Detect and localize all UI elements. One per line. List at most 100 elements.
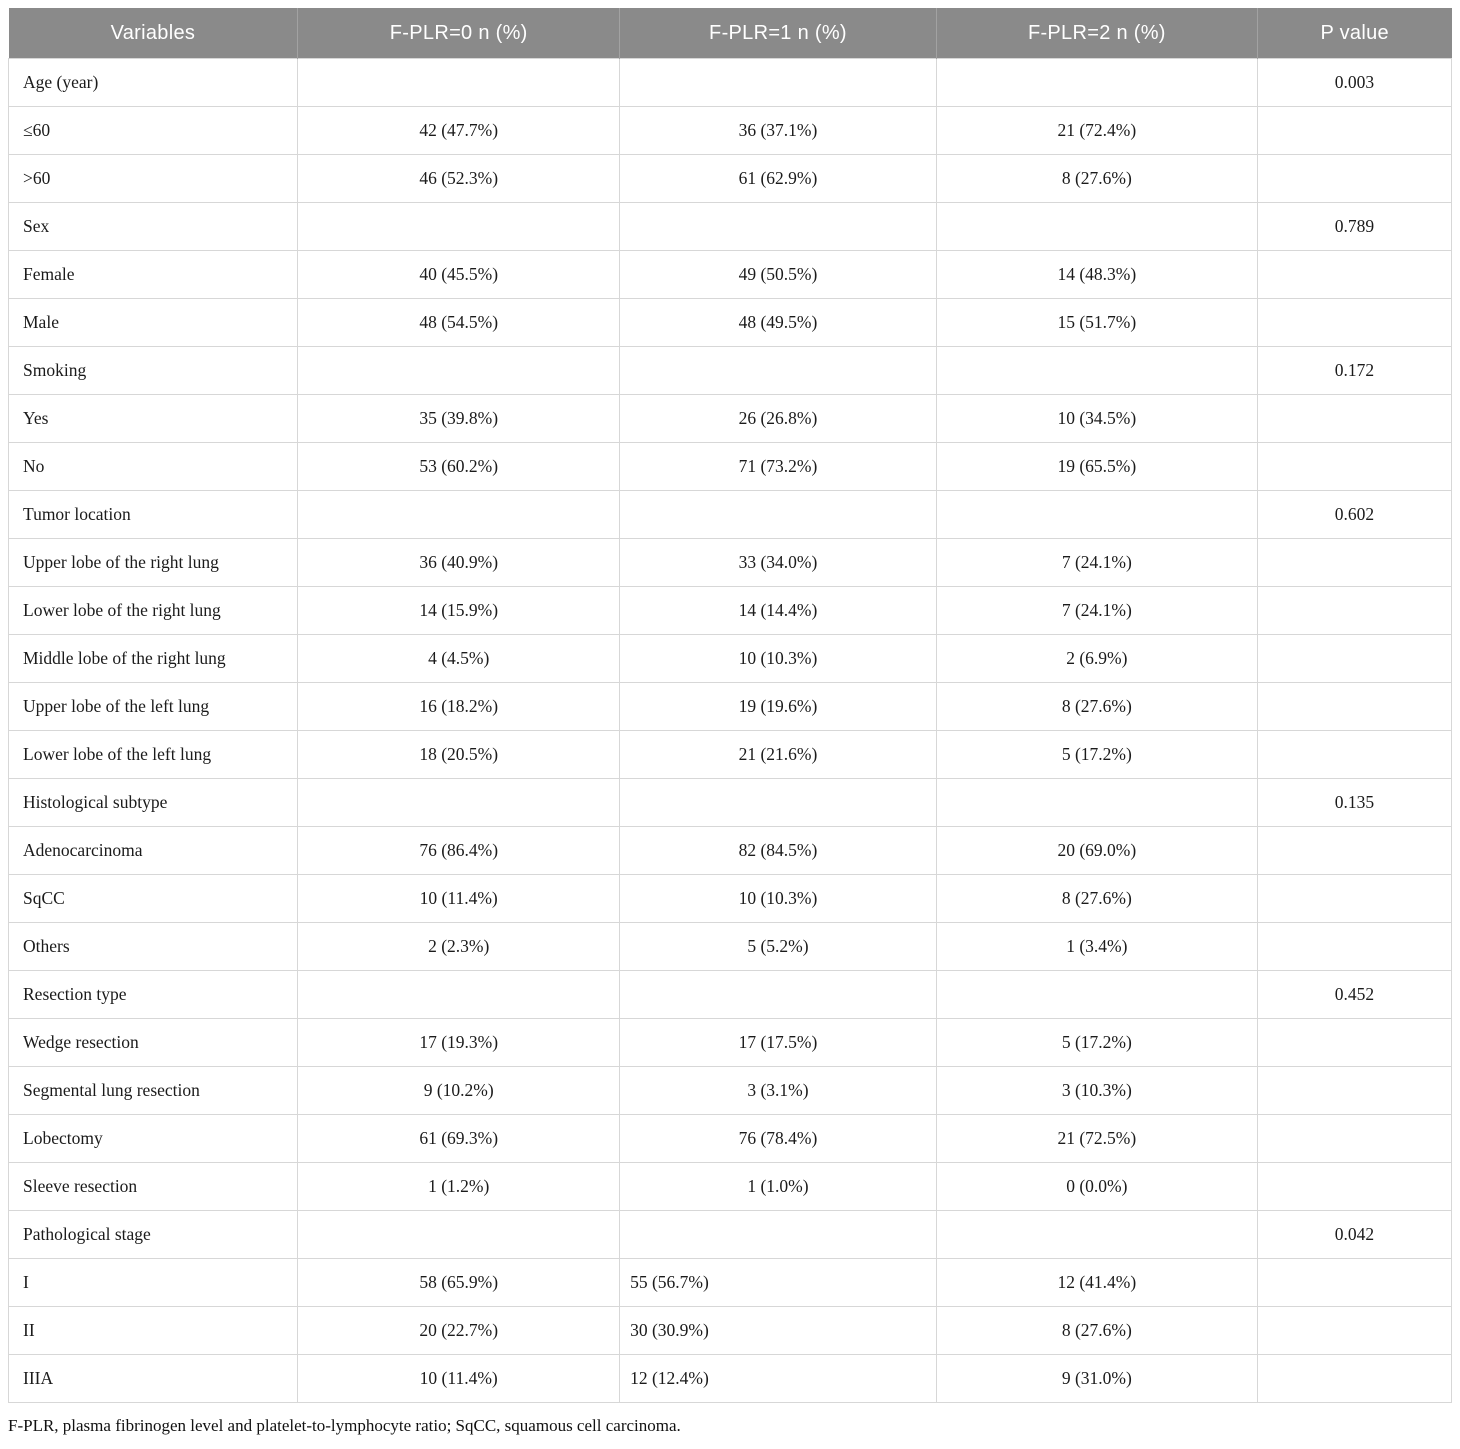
fplr1-cell: 3 (3.1%) (619, 1066, 937, 1115)
fplr2-cell: 0 (0.0%) (935, 1162, 1258, 1211)
variable-cell: Histological subtype (7, 778, 299, 827)
table-row: Sex 0.789 (7, 202, 1453, 251)
table-row: Upper lobe of the left lung 16 (18.2%) 19 … (7, 682, 1453, 731)
fplr0-cell: 58 (65.9%) (297, 1258, 621, 1307)
fplr1-cell (619, 970, 937, 1019)
variable-cell: Sleeve resection (7, 1162, 299, 1211)
variable-cell: Others (7, 922, 299, 971)
fplr0-cell: 53 (60.2%) (297, 442, 621, 491)
variable-cell: No (7, 442, 299, 491)
pvalue-cell: 0.602 (1256, 490, 1453, 539)
fplr2-cell (935, 778, 1258, 827)
fplr1-cell: 33 (34.0%) (619, 538, 937, 587)
fplr0-cell: 1 (1.2%) (297, 1162, 621, 1211)
table-row: Lobectomy 61 (69.3%) 76 (78.4%) 21 (72.5%) (7, 1114, 1453, 1163)
pvalue-cell (1256, 1306, 1453, 1355)
table-row: Male 48 (54.5%) 48 (49.5%) 15 (51.7%) (7, 298, 1453, 347)
fplr1-cell: 26 (26.8%) (619, 394, 937, 443)
column-header-fplr1: F-PLR=1 n (%) (619, 8, 937, 59)
fplr2-cell (935, 970, 1258, 1019)
patient-characteristics-table: Variables F-PLR=0 n (%) F-PLR=1 n (%) F-… (7, 8, 1453, 1403)
column-header-pvalue: P value (1256, 8, 1452, 59)
table-row: >60 46 (52.3%) 61 (62.9%) 8 (27.6%) (7, 154, 1453, 203)
table-row: No 53 (60.2%) 71 (73.2%) 19 (65.5%) (7, 442, 1453, 491)
column-header-fplr2: F-PLR=2 n (%) (935, 8, 1258, 59)
table-row: Tumor location 0.602 (7, 490, 1453, 539)
fplr0-cell: 35 (39.8%) (297, 394, 621, 443)
fplr1-cell (619, 346, 937, 395)
pvalue-cell (1256, 1018, 1453, 1067)
fplr1-cell: 49 (50.5%) (619, 250, 937, 299)
pvalue-cell (1256, 1162, 1453, 1211)
table-row: Histological subtype 0.135 (7, 778, 1453, 827)
variable-cell: II (7, 1306, 299, 1355)
variable-cell: Segmental lung resection (7, 1066, 299, 1115)
pvalue-cell (1256, 730, 1453, 779)
fplr2-cell (935, 346, 1258, 395)
fplr1-cell: 30 (30.9%) (619, 1306, 937, 1355)
pvalue-cell (1256, 634, 1453, 683)
fplr2-cell: 8 (27.6%) (935, 1306, 1258, 1355)
fplr1-cell (619, 58, 937, 107)
pvalue-cell (1256, 394, 1453, 443)
fplr0-cell: 10 (11.4%) (297, 1354, 621, 1403)
fplr1-cell: 61 (62.9%) (619, 154, 937, 203)
fplr2-cell: 12 (41.4%) (935, 1258, 1258, 1307)
fplr0-cell: 61 (69.3%) (297, 1114, 621, 1163)
fplr0-cell: 14 (15.9%) (297, 586, 621, 635)
fplr1-cell (619, 202, 937, 251)
fplr0-cell (297, 58, 621, 107)
variable-cell: Upper lobe of the right lung (7, 538, 299, 587)
pvalue-cell: 0.789 (1256, 202, 1453, 251)
pvalue-cell (1256, 826, 1453, 875)
variable-cell: Age (year) (7, 58, 299, 107)
fplr1-cell: 21 (21.6%) (619, 730, 937, 779)
fplr0-cell: 76 (86.4%) (297, 826, 621, 875)
fplr2-cell: 8 (27.6%) (935, 874, 1258, 923)
table-row: Wedge resection 17 (19.3%) 17 (17.5%) 5 (17… (7, 1018, 1453, 1067)
fplr2-cell: 9 (31.0%) (935, 1354, 1258, 1403)
fplr0-cell: 4 (4.5%) (297, 634, 621, 683)
fplr0-cell (297, 970, 621, 1019)
fplr2-cell: 2 (6.9%) (935, 634, 1258, 683)
table-row: Segmental lung resection 9 (10.2%) 3 (3.1%… (7, 1066, 1453, 1115)
fplr1-cell: 82 (84.5%) (619, 826, 937, 875)
fplr1-cell: 12 (12.4%) (619, 1354, 937, 1403)
pvalue-cell (1256, 922, 1453, 971)
fplr2-cell (935, 58, 1258, 107)
variable-cell: Middle lobe of the right lung (7, 634, 299, 683)
fplr1-cell: 10 (10.3%) (619, 874, 937, 923)
fplr2-cell: 21 (72.5%) (935, 1114, 1258, 1163)
table-row: ≤60 42 (47.7%) 36 (37.1%) 21 (72.4%) (7, 106, 1453, 155)
pvalue-cell: 0.452 (1256, 970, 1453, 1019)
table-row: Pathological stage 0.042 (7, 1210, 1453, 1259)
table-row: I 58 (65.9%) 55 (56.7%) 12 (41.4%) (7, 1258, 1453, 1307)
column-header-fplr0: F-PLR=0 n (%) (297, 8, 620, 59)
fplr1-cell: 5 (5.2%) (619, 922, 937, 971)
pvalue-cell (1256, 442, 1453, 491)
fplr1-cell: 1 (1.0%) (619, 1162, 937, 1211)
table-body: Age (year) 0.003 ≤60 42 (47.7%) 36 (37.1%) 21… (7, 58, 1453, 1403)
fplr2-cell: 7 (24.1%) (935, 538, 1258, 587)
fplr0-cell: 2 (2.3%) (297, 922, 621, 971)
variable-cell: Lobectomy (7, 1114, 299, 1163)
fplr2-cell: 10 (34.5%) (935, 394, 1258, 443)
fplr0-cell (297, 490, 621, 539)
fplr0-cell: 18 (20.5%) (297, 730, 621, 779)
variable-cell: Tumor location (7, 490, 299, 539)
fplr0-cell (297, 778, 621, 827)
fplr0-cell: 48 (54.5%) (297, 298, 621, 347)
fplr2-cell: 3 (10.3%) (935, 1066, 1258, 1115)
pvalue-cell: 0.003 (1256, 58, 1453, 107)
fplr2-cell: 21 (72.4%) (935, 106, 1258, 155)
pvalue-cell (1256, 874, 1453, 923)
fplr0-cell: 16 (18.2%) (297, 682, 621, 731)
fplr0-cell: 20 (22.7%) (297, 1306, 621, 1355)
fplr0-cell: 36 (40.9%) (297, 538, 621, 587)
fplr2-cell: 19 (65.5%) (935, 442, 1258, 491)
fplr0-cell (297, 346, 621, 395)
fplr2-cell: 7 (24.1%) (935, 586, 1258, 635)
variable-cell: Female (7, 250, 299, 299)
pvalue-cell (1256, 154, 1453, 203)
